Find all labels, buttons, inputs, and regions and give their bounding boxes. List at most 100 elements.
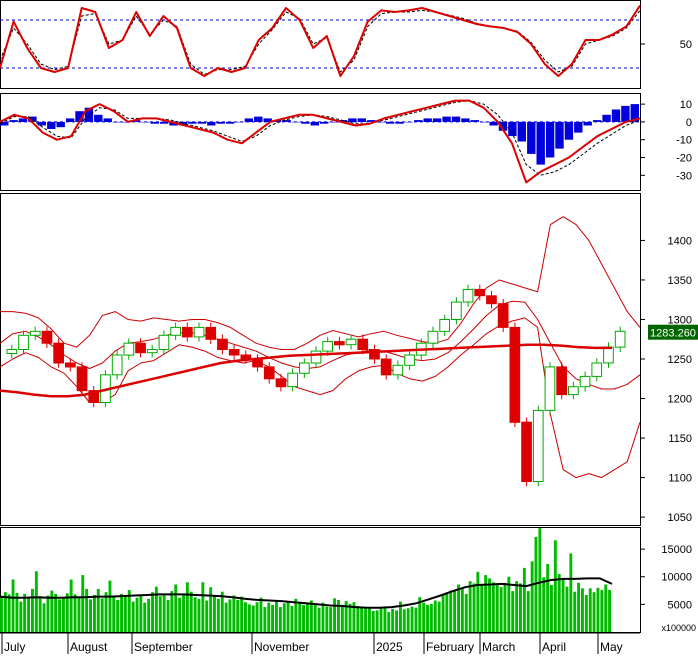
- macd-tick-label: 10: [680, 99, 692, 111]
- volume-bar: [247, 604, 251, 632]
- volume-bar: [302, 604, 305, 632]
- volume-bar: [69, 579, 73, 632]
- volume-tick-label: 15000: [661, 544, 692, 556]
- volume-bar: [306, 602, 309, 632]
- candle-body: [591, 362, 603, 377]
- volume-bar: [383, 607, 387, 632]
- candle-body: [334, 341, 345, 346]
- candle-body: [135, 342, 146, 354]
- macd-histogram-bar: [141, 121, 150, 123]
- volume-bar: [418, 597, 422, 632]
- volume-bar: [77, 596, 81, 632]
- volume-bar: [348, 603, 352, 632]
- volume-bar: [313, 604, 317, 632]
- volume-bar: [96, 588, 100, 632]
- macd-histogram-bar: [103, 118, 112, 122]
- volume-bar: [569, 553, 573, 632]
- volume-bar: [251, 605, 255, 632]
- volume-bar: [426, 604, 429, 632]
- volume-bar: [216, 598, 220, 632]
- volume-bar: [62, 597, 65, 632]
- volume-bar: [340, 604, 344, 632]
- macd-histogram-bar: [65, 118, 75, 122]
- candle-body: [299, 362, 310, 374]
- macd-histogram-bar: [254, 116, 263, 122]
- candle-body: [76, 366, 88, 392]
- rsi-tick-label: 50: [680, 39, 692, 51]
- volume-bar: [108, 580, 112, 632]
- macd-histogram-bar: [621, 105, 630, 122]
- volume-bar: [42, 603, 46, 632]
- volume-bar: [402, 609, 406, 632]
- volume-bar: [364, 608, 367, 632]
- macd-tick-label: 0: [686, 117, 692, 129]
- volume-bar: [244, 602, 247, 632]
- volume-bar: [441, 594, 445, 632]
- macd-histogram-bar: [160, 121, 169, 124]
- macd-frame: [0, 93, 641, 191]
- volume-bar: [519, 583, 522, 632]
- candle-body: [380, 358, 392, 376]
- volume-bar: [131, 601, 135, 632]
- macd-histogram-bar: [94, 114, 103, 122]
- macd-histogram-bar: [216, 121, 225, 124]
- volume-bar: [236, 599, 240, 632]
- price-tick-label: 1400: [668, 235, 692, 247]
- volume-bar: [379, 608, 383, 632]
- candle-body: [18, 334, 29, 350]
- macd-histogram-bar: [432, 118, 442, 122]
- volume-bar: [166, 599, 170, 632]
- volume-bar: [123, 596, 127, 632]
- volume-bar: [46, 595, 50, 632]
- volume-bar: [58, 599, 61, 632]
- volume-bar: [488, 578, 491, 632]
- volume-bar: [255, 602, 259, 632]
- candle-body: [509, 326, 521, 423]
- volume-bar: [197, 598, 201, 632]
- volume-bar: [209, 587, 213, 632]
- volume-bar: [321, 602, 325, 632]
- volume-bar: [151, 592, 154, 632]
- candle-body: [521, 421, 532, 483]
- candle-body: [614, 330, 626, 348]
- volume-bar: [3, 592, 7, 632]
- candle-body: [182, 326, 193, 338]
- x-axis-label: May: [600, 640, 623, 654]
- candle-body: [404, 354, 415, 366]
- candle-body: [205, 326, 217, 340]
- macd-histogram-bar: [310, 121, 319, 126]
- candle-body: [6, 349, 18, 354]
- volume-bar: [11, 579, 15, 632]
- volume-bar: [93, 595, 96, 632]
- volume-bar: [139, 594, 143, 632]
- macd-histogram-bar: [122, 121, 131, 123]
- candle-body: [451, 301, 462, 321]
- volume-bar: [143, 602, 147, 632]
- macd-tick-label: -20: [676, 153, 692, 165]
- volume-bar: [178, 597, 182, 632]
- candle-body: [287, 372, 298, 388]
- x-axis-label: February: [426, 640, 474, 654]
- volume-bar: [468, 581, 472, 632]
- volume-bar: [240, 596, 244, 632]
- candle-body: [357, 338, 369, 351]
- volume-bar: [360, 607, 364, 632]
- macd-signal-line: [0, 100, 641, 176]
- candle-body: [497, 303, 509, 328]
- price-tick-label: 1150: [668, 433, 692, 445]
- candle-body: [345, 338, 357, 346]
- candle-body: [603, 346, 614, 364]
- volume-bar: [333, 598, 336, 632]
- macd-histogram-bar: [545, 121, 555, 158]
- macd-histogram-bar: [385, 121, 395, 124]
- volume-bar: [368, 607, 371, 632]
- volume-bar: [271, 604, 274, 632]
- macd-histogram-bar: [28, 116, 37, 122]
- volume-bar: [565, 586, 569, 632]
- candle-body: [462, 288, 474, 303]
- volume-bar: [395, 610, 398, 632]
- volume-bar: [298, 603, 302, 632]
- volume-bar: [275, 601, 278, 632]
- macd-histogram-bar: [112, 121, 122, 123]
- macd-histogram-bar: [301, 121, 310, 124]
